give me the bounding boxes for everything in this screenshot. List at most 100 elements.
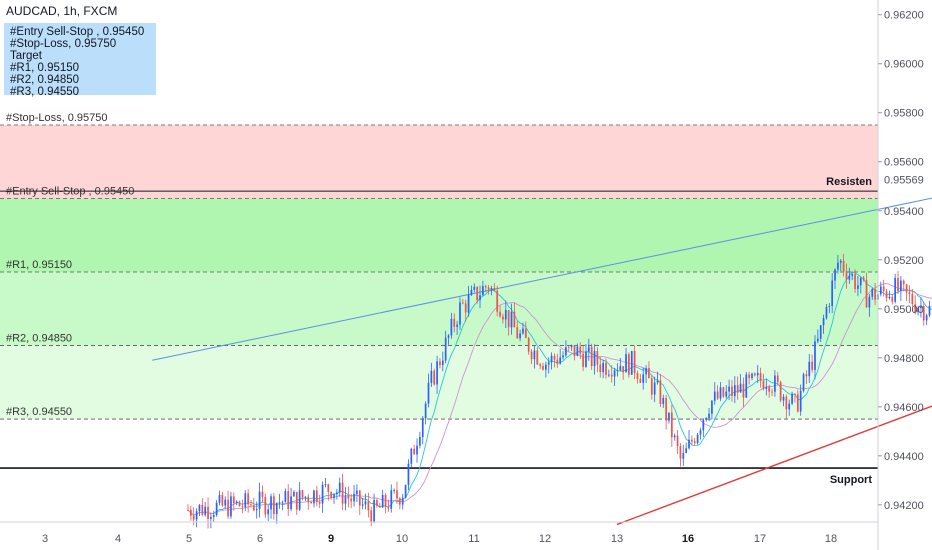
candle[interactable] xyxy=(659,373,662,407)
candle[interactable] xyxy=(524,321,527,339)
candle[interactable] xyxy=(230,491,232,519)
candle[interactable] xyxy=(378,502,381,508)
time-tick-label[interactable]: 11 xyxy=(468,533,479,545)
candle[interactable] xyxy=(905,283,908,301)
candle[interactable] xyxy=(358,489,361,516)
candle[interactable] xyxy=(250,500,252,508)
candle[interactable] xyxy=(848,267,851,284)
candle[interactable] xyxy=(461,298,464,305)
candle[interactable] xyxy=(788,399,791,416)
candle[interactable] xyxy=(920,297,922,318)
candle[interactable] xyxy=(530,349,533,365)
candle[interactable] xyxy=(650,375,653,400)
price-axis[interactable]: 0.96200 0.96000 0.95800 0.95600 0.95400 0.952… xyxy=(877,0,932,550)
candle[interactable] xyxy=(473,283,476,293)
candle[interactable] xyxy=(582,345,584,372)
candle[interactable] xyxy=(570,344,573,352)
candle[interactable] xyxy=(318,494,321,509)
time-tick-label[interactable]: 3 xyxy=(42,533,48,545)
candle[interactable] xyxy=(433,368,436,386)
candle[interactable] xyxy=(502,313,504,324)
candle[interactable] xyxy=(816,329,819,344)
candle[interactable] xyxy=(255,501,258,519)
candle[interactable] xyxy=(731,380,733,402)
candle[interactable] xyxy=(587,338,590,361)
candle[interactable] xyxy=(381,489,384,508)
candle[interactable] xyxy=(857,276,859,297)
candle[interactable] xyxy=(244,490,247,512)
candle[interactable] xyxy=(204,501,207,517)
candle[interactable] xyxy=(865,272,868,308)
candle[interactable] xyxy=(313,489,315,508)
candle[interactable] xyxy=(284,488,287,503)
candle[interactable] xyxy=(393,488,395,494)
candle[interactable] xyxy=(333,493,335,504)
candle[interactable] xyxy=(404,484,407,499)
candle[interactable] xyxy=(585,344,587,368)
candle[interactable] xyxy=(419,431,421,449)
candle[interactable] xyxy=(241,499,244,514)
candle[interactable] xyxy=(662,394,665,408)
candle[interactable] xyxy=(822,314,825,334)
candle[interactable] xyxy=(768,384,771,398)
candle[interactable] xyxy=(653,376,656,403)
candle[interactable] xyxy=(278,493,281,509)
candle[interactable] xyxy=(879,281,882,297)
candle[interactable] xyxy=(736,376,739,400)
candle[interactable] xyxy=(410,447,413,468)
candle[interactable] xyxy=(590,343,593,370)
candle[interactable] xyxy=(496,285,499,317)
candle[interactable] xyxy=(370,506,373,527)
candle[interactable] xyxy=(550,352,553,370)
candle[interactable] xyxy=(215,500,218,517)
candle[interactable] xyxy=(642,367,645,390)
candle[interactable] xyxy=(616,363,619,377)
candle[interactable] xyxy=(733,376,736,404)
candle[interactable] xyxy=(639,374,642,384)
candle[interactable] xyxy=(235,500,238,506)
candle[interactable] xyxy=(290,487,292,512)
candle[interactable] xyxy=(441,351,444,372)
candle[interactable] xyxy=(212,510,215,523)
candle[interactable] xyxy=(330,491,333,500)
candle[interactable] xyxy=(522,322,524,335)
candle[interactable] xyxy=(882,279,885,297)
candle[interactable] xyxy=(187,504,189,512)
candle[interactable] xyxy=(808,353,811,383)
candle[interactable] xyxy=(295,491,298,515)
candle[interactable] xyxy=(539,362,541,370)
candle[interactable] xyxy=(201,498,204,517)
candle[interactable] xyxy=(794,393,796,403)
candle[interactable] xyxy=(315,485,318,507)
candle[interactable] xyxy=(567,346,570,352)
candle[interactable] xyxy=(307,493,310,510)
candle[interactable] xyxy=(287,484,290,516)
candle[interactable] xyxy=(742,377,745,408)
candle[interactable] xyxy=(519,329,521,342)
candle[interactable] xyxy=(871,288,874,300)
candle[interactable] xyxy=(696,433,699,445)
candle[interactable] xyxy=(338,477,341,497)
time-tick-label[interactable]: 9 xyxy=(328,533,334,545)
candle[interactable] xyxy=(533,345,536,369)
candle[interactable] xyxy=(356,484,358,502)
candle[interactable] xyxy=(238,500,241,507)
candle[interactable] xyxy=(831,273,834,314)
candle[interactable] xyxy=(304,496,307,502)
candle[interactable] xyxy=(854,269,856,293)
candle[interactable] xyxy=(444,330,447,364)
candle[interactable] xyxy=(688,430,690,450)
lower-trendline[interactable] xyxy=(616,132,932,526)
candle[interactable] xyxy=(344,487,347,511)
candle[interactable] xyxy=(301,489,304,501)
candle[interactable] xyxy=(195,508,198,528)
candle[interactable] xyxy=(482,280,484,296)
candle[interactable] xyxy=(665,394,667,430)
candle[interactable] xyxy=(470,285,473,296)
candle[interactable] xyxy=(376,498,378,508)
candle[interactable] xyxy=(719,382,722,402)
candle[interactable] xyxy=(456,320,458,335)
candle[interactable] xyxy=(499,305,501,318)
candle[interactable] xyxy=(748,371,750,385)
